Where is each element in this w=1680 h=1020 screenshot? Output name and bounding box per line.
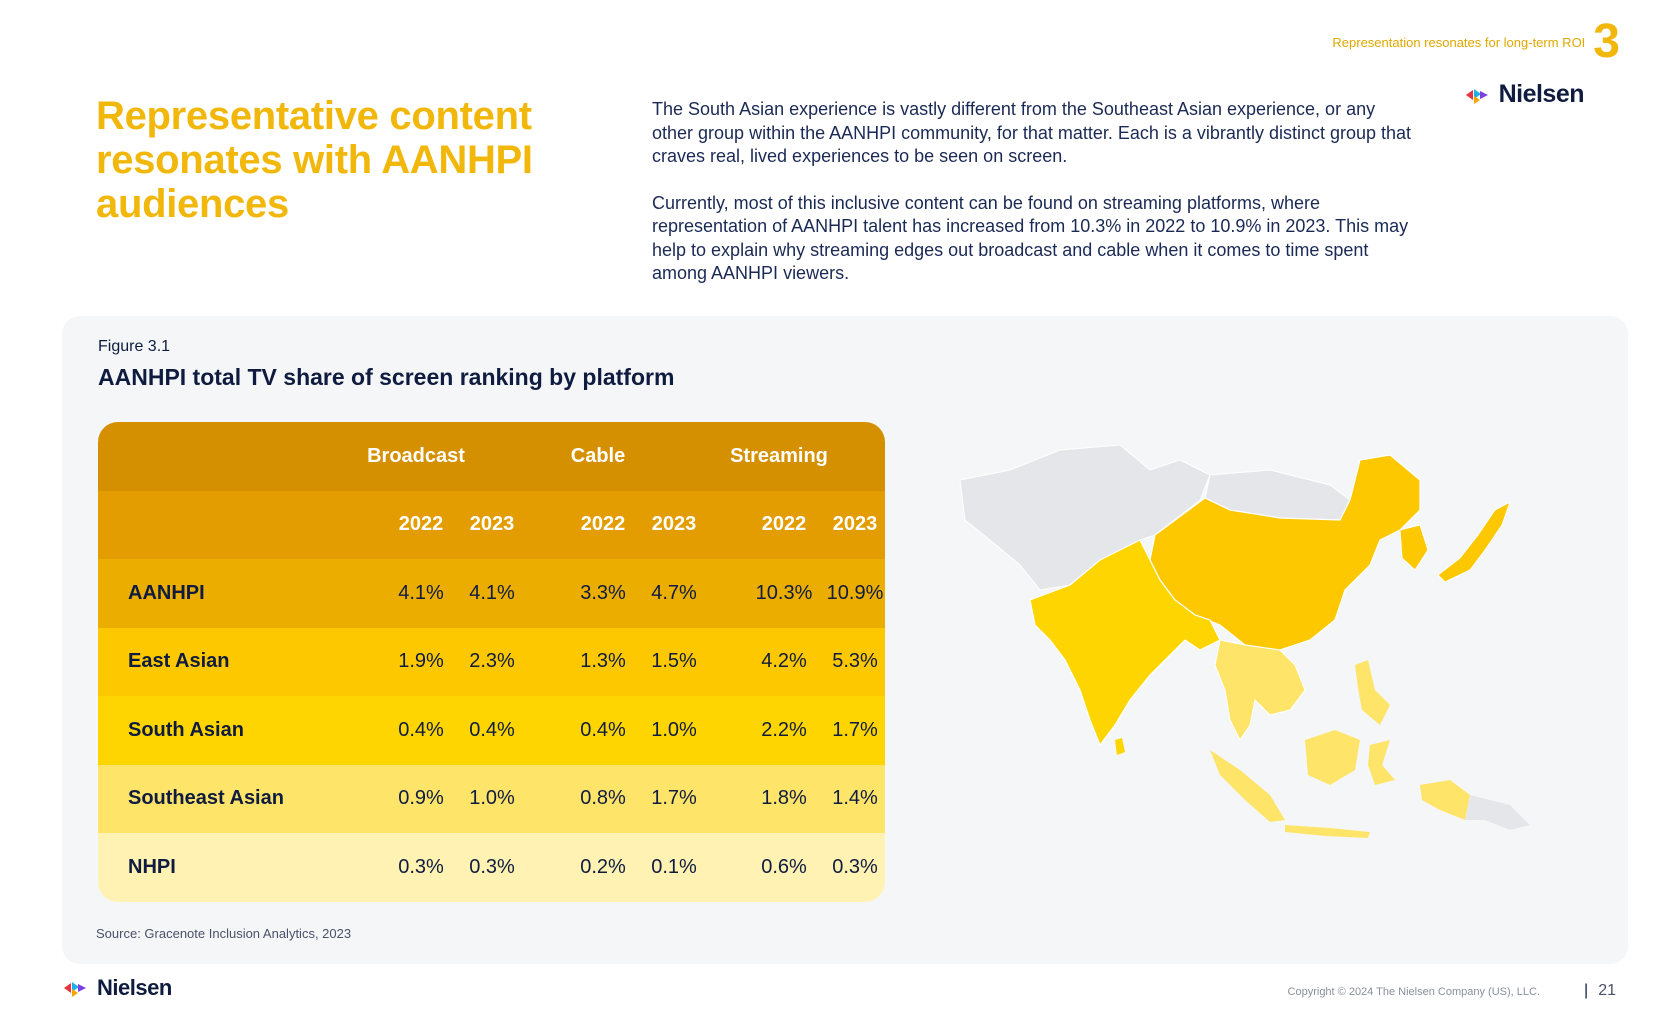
map-region-korea	[1399, 524, 1429, 571]
map-region-papua	[1465, 795, 1530, 830]
table-cell: 0.8%	[580, 787, 626, 810]
figure-label: Figure 3.1	[98, 338, 171, 355]
header-year: 2022	[761, 513, 807, 536]
map-region-japan	[1437, 500, 1511, 583]
table-cell: 1.3%	[580, 650, 626, 673]
map-region-new-guinea	[1420, 780, 1470, 820]
header-streaming: Streaming	[730, 444, 828, 467]
table-cell: 1.0%	[469, 787, 515, 810]
nielsen-logo-text: Nielsen	[1498, 80, 1585, 108]
row-label: South Asian	[128, 718, 244, 741]
table-header-platforms: Broadcast Cable Streaming	[98, 422, 885, 491]
share-of-screen-table: Broadcast Cable Streaming 2022 2023 2022…	[98, 422, 885, 902]
nielsen-logo-mark-icon	[1465, 88, 1488, 104]
map-region-sri-lanka	[1115, 738, 1125, 755]
table-cell: 0.6%	[761, 855, 807, 878]
table-cell: 1.7%	[832, 718, 878, 741]
intro-text: The South Asian experience is vastly dif…	[652, 98, 1412, 286]
table-cell: 0.3%	[398, 855, 444, 878]
asia-pacific-map	[959, 444, 1530, 838]
table-cell: 0.2%	[580, 855, 626, 878]
row-label: Southeast Asian	[128, 787, 284, 810]
header-year: 2022	[580, 513, 626, 536]
intro-paragraph-2: Currently, most of this inclusive conten…	[652, 192, 1409, 284]
footer-page: | 21	[1584, 982, 1616, 1000]
nielsen-logo-top: Nielsen	[1464, 80, 1585, 109]
table-cell: 1.9%	[398, 650, 444, 673]
table-cell: 3.3%	[580, 581, 626, 604]
table-cell: 4.2%	[761, 650, 807, 673]
table-cell: 1.7%	[651, 787, 697, 810]
map-region-india	[1029, 539, 1221, 747]
section-label: Representation resonates for long-term R…	[1332, 34, 1586, 50]
page-headline: Representative content resonates with AA…	[96, 94, 533, 226]
map-region-sulawesi	[1368, 740, 1395, 785]
header-year: 2022	[398, 513, 444, 536]
table-cell: 0.3%	[469, 855, 515, 878]
table-cell: 4.7%	[651, 581, 697, 604]
table-cell: 1.0%	[651, 718, 697, 741]
figure-source: Source: Gracenote Inclusion Analytics, 2…	[96, 926, 352, 941]
map-region-borneo	[1305, 730, 1360, 785]
row-label: NHPI	[128, 855, 176, 878]
figure-title: AANHPI total TV share of screen ranking …	[98, 364, 675, 390]
table-row: South Asian 0.4% 0.4% 0.4% 1.0% 2.2% 1.7%	[98, 696, 885, 765]
table-row: NHPI 0.3% 0.3% 0.2% 0.1% 0.6% 0.3%	[98, 833, 885, 902]
table-cell: 2.3%	[469, 650, 515, 673]
table-cell: 0.4%	[580, 718, 626, 741]
nielsen-logo-text: Nielsen	[97, 975, 172, 1000]
table-row: AANHPI 4.1% 4.1% 3.3% 4.7% 10.3% 10.9%	[98, 559, 885, 628]
table-cell: 4.1%	[398, 581, 444, 604]
table-row: East Asian 1.9% 2.3% 1.3% 1.5% 4.2% 5.3%	[98, 627, 885, 696]
table-row: Southeast Asian 0.9% 1.0% 0.8% 1.7% 1.8% 1.4%	[98, 764, 885, 833]
page-number: 21	[1598, 982, 1616, 999]
nielsen-logo-bottom: Nielsen	[62, 975, 172, 1001]
map-region-philippines	[1355, 660, 1390, 725]
table-cell: 1.4%	[832, 787, 878, 810]
header-year: 2023	[469, 513, 515, 536]
map-region-java	[1285, 825, 1370, 838]
section-number: 3	[1593, 15, 1620, 68]
table-cell: 10.3%	[755, 581, 813, 604]
table-cell: 0.4%	[469, 718, 515, 741]
section-marker: Representation resonates for long-term R…	[1332, 15, 1620, 68]
header-broadcast: Broadcast	[367, 444, 465, 467]
table-cell: 0.1%	[651, 855, 697, 878]
footer-copyright: Copyright © 2024 The Nielsen Company (US…	[1287, 986, 1540, 998]
row-label: East Asian	[128, 650, 230, 673]
row-label: AANHPI	[128, 581, 205, 604]
header-year: 2023	[832, 513, 878, 536]
footer-separator: |	[1584, 982, 1589, 999]
nielsen-logo-mark-icon	[64, 982, 86, 997]
table-cell: 5.3%	[832, 650, 878, 673]
header-cable: Cable	[570, 444, 626, 467]
table-cell: 10.9%	[826, 581, 884, 604]
table-header-years: 2022 2023 2022 2023 2022 2023	[98, 490, 885, 559]
table-cell: 4.1%	[469, 581, 515, 604]
table-cell: 0.9%	[398, 787, 444, 810]
intro-paragraph-1: The South Asian experience is vastly dif…	[652, 99, 1412, 166]
table-cell: 0.4%	[398, 718, 444, 741]
header-year: 2023	[651, 513, 697, 536]
table-cell: 2.2%	[761, 718, 807, 741]
map-region-mainland-southeast-asia	[1214, 639, 1306, 741]
table-cell: 1.5%	[651, 650, 697, 673]
map-region-sumatra	[1210, 750, 1285, 822]
table-cell: 1.8%	[761, 787, 807, 810]
table-cell: 0.3%	[832, 855, 878, 878]
